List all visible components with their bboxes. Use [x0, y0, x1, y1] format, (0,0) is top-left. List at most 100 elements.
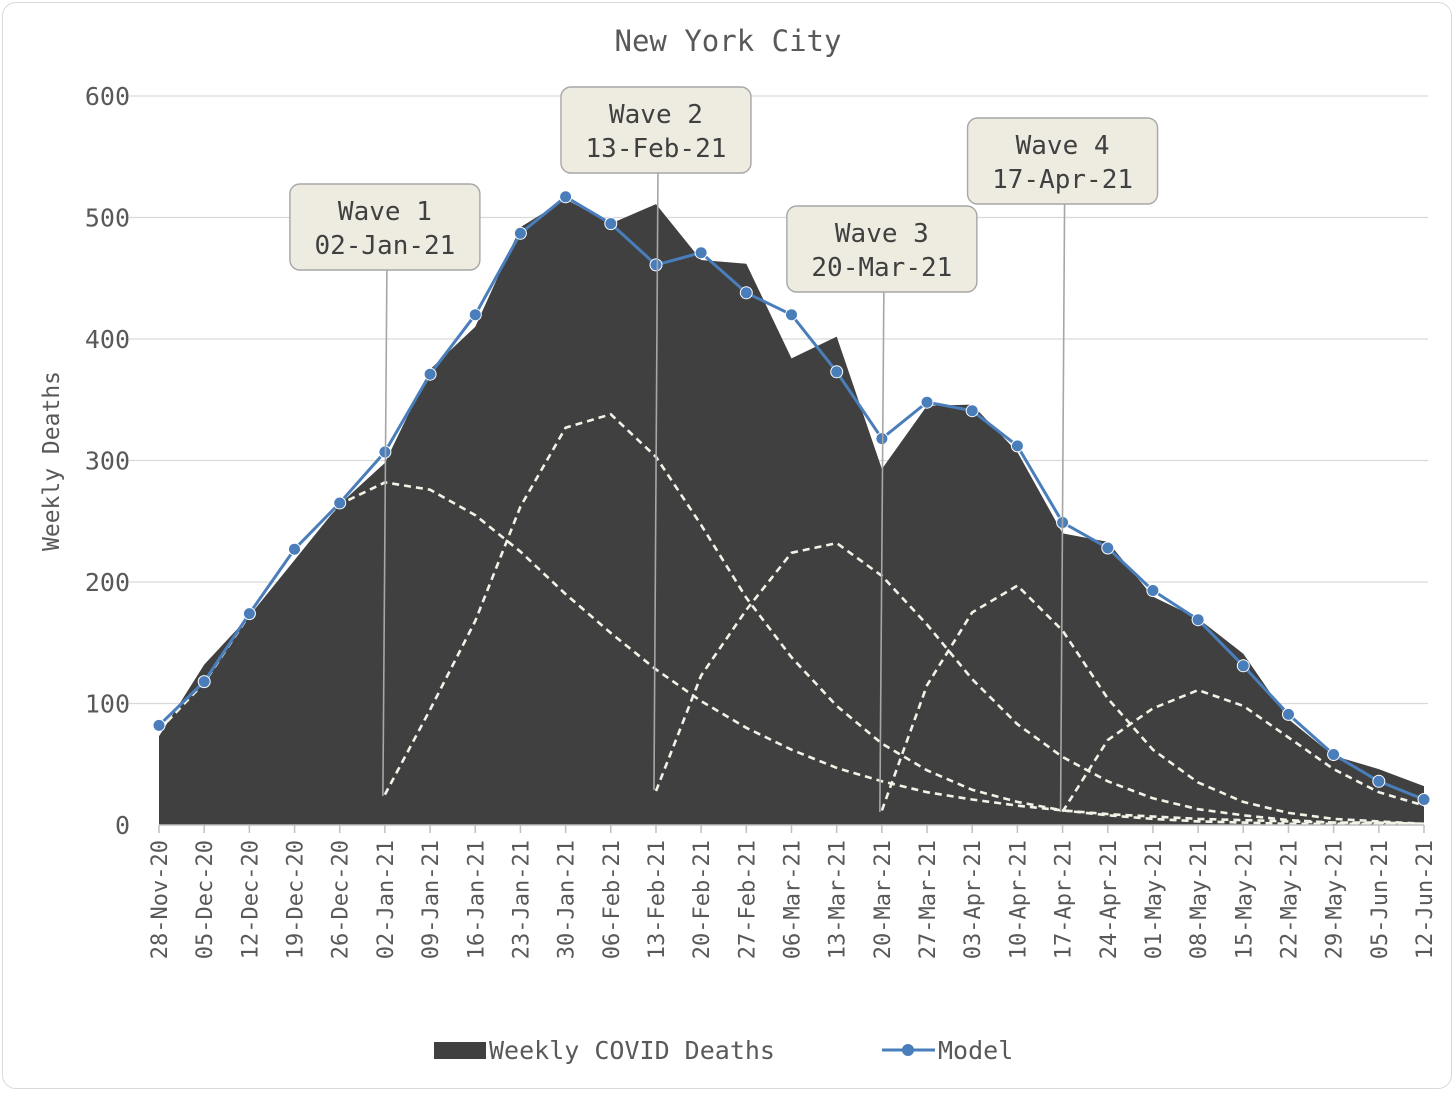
- y-axis-ticks: 0 100 200 300 400 500 600: [85, 82, 130, 840]
- legend-label-model: Model: [938, 1036, 1013, 1065]
- y-tick-label: 300: [85, 447, 130, 476]
- x-tick-label: 20-Feb-21: [690, 840, 715, 959]
- callout-date: 20-Mar-21: [811, 253, 952, 283]
- legend-swatch-weekly-deaths: [434, 1042, 486, 1059]
- x-axis: [158, 824, 1425, 833]
- model-point: [468, 308, 482, 322]
- x-tick-label: 22-May-21: [1278, 840, 1303, 959]
- y-tick-label: 0: [115, 811, 130, 840]
- x-tick-label: 24-Apr-21: [1097, 840, 1122, 959]
- callout-title: Wave 2: [609, 100, 703, 130]
- model-point: [1146, 584, 1160, 597]
- x-tick-label: 09-Jan-21: [419, 840, 444, 959]
- model-point: [242, 607, 256, 621]
- x-tick-label: 20-Mar-21: [871, 840, 896, 959]
- wave-4-component-line: [880, 583, 1425, 826]
- wave-component-lines: [158, 412, 1425, 827]
- wave-callouts: Wave 1 02-Jan-21 Wave 2 13-Feb-21 Wave 3 20-M…: [289, 86, 1159, 813]
- callout-box: [560, 86, 752, 174]
- x-axis-ticks: 28-Nov-20 05-Dec-20 12-Dec-20 19-Dec-20 26-D…: [148, 840, 1438, 959]
- callout-wave-3: Wave 3 20-Mar-21: [786, 205, 978, 813]
- x-tick-label: 26-Dec-20: [329, 840, 354, 959]
- model-point: [1101, 541, 1115, 555]
- x-tick-label: 30-Jan-21: [555, 840, 580, 959]
- callout-box: [966, 117, 1159, 205]
- model-point: [288, 542, 301, 556]
- callout-date: 17-Apr-21: [992, 165, 1133, 195]
- x-tick-label: 06-Feb-21: [600, 840, 625, 959]
- y-tick-label: 200: [85, 568, 130, 597]
- model-point: [1417, 793, 1431, 806]
- x-tick-label: 28-Nov-20: [148, 840, 173, 959]
- wave-3-component-line: [654, 541, 1425, 827]
- model-point: [694, 246, 708, 260]
- x-tick-label: 08-May-21: [1187, 840, 1212, 959]
- x-tick-label: 15-May-21: [1232, 840, 1257, 959]
- callout-date: 02-Jan-21: [314, 231, 455, 261]
- model-point: [1327, 748, 1341, 761]
- area-series: [159, 199, 1424, 826]
- wave-2-component-line: [383, 412, 1425, 827]
- model-point: [965, 404, 979, 418]
- callout-leader-line: [653, 172, 659, 791]
- callout-leader-line: [879, 291, 885, 813]
- x-tick-label: 05-Jun-21: [1368, 840, 1393, 959]
- y-tick-label: 100: [85, 690, 130, 719]
- model-point: [920, 395, 934, 409]
- x-tick-label: 13-Mar-21: [826, 840, 851, 959]
- y-tick-label: 500: [85, 204, 130, 233]
- y-tick-label: 400: [85, 325, 130, 354]
- legend: Weekly COVID Deaths Model: [434, 1036, 1013, 1065]
- callout-leader-line: [382, 269, 388, 797]
- model-point: [785, 308, 798, 322]
- model-point: [197, 675, 211, 689]
- model-point: [649, 258, 663, 272]
- x-tick-label: 10-Apr-21: [1006, 840, 1031, 959]
- chart-title: New York City: [615, 24, 842, 58]
- callout-title: Wave 3: [835, 219, 929, 249]
- x-tick-label: 01-May-21: [1142, 840, 1167, 959]
- callout-box: [289, 183, 481, 271]
- wave-1-component-line: [158, 481, 1425, 826]
- model-point: [333, 496, 347, 510]
- model-point: [830, 365, 844, 379]
- callout-date: 13-Feb-21: [586, 134, 727, 164]
- callout-title: Wave 4: [1016, 131, 1110, 161]
- x-tick-label: 13-Feb-21: [645, 840, 670, 959]
- model-point: [1010, 439, 1024, 453]
- model-point: [1372, 774, 1386, 788]
- y-axis-label: Weekly Deaths: [39, 371, 65, 551]
- x-tick-label: 27-Mar-21: [916, 840, 941, 959]
- model-point: [1191, 613, 1205, 627]
- x-tick-label: 29-May-21: [1323, 840, 1348, 959]
- x-tick-label: 02-Jan-21: [374, 840, 399, 959]
- x-tick-label: 03-Apr-21: [961, 840, 986, 959]
- x-tick-label: 23-Jan-21: [509, 840, 534, 959]
- model-point: [423, 367, 437, 381]
- x-tick-label: 17-Apr-21: [1052, 840, 1077, 959]
- model-series: [152, 190, 1431, 806]
- x-tick-label: 06-Mar-21: [781, 840, 806, 959]
- x-tick-label: 05-Dec-20: [193, 840, 218, 959]
- callout-box: [786, 205, 978, 293]
- callout-wave-1: Wave 1 02-Jan-21: [289, 183, 481, 797]
- x-tick-label: 12-Dec-20: [238, 840, 263, 959]
- x-tick-label: 16-Jan-21: [464, 840, 489, 959]
- model-point: [1282, 707, 1295, 721]
- callout-wave-4: Wave 4 17-Apr-21: [966, 117, 1159, 813]
- x-tick-label: 19-Dec-20: [284, 840, 309, 959]
- model-point: [152, 718, 166, 732]
- callout-title: Wave 1: [338, 197, 432, 227]
- x-tick-label: 12-Jun-21: [1413, 840, 1438, 959]
- callout-leader-line: [1059, 203, 1066, 813]
- callout-wave-2: Wave 2 13-Feb-21: [560, 86, 752, 791]
- legend-label-weekly-deaths: Weekly COVID Deaths: [489, 1036, 775, 1065]
- model-point: [559, 190, 573, 204]
- model-point: [1236, 659, 1250, 673]
- weekly-deaths-area: [159, 199, 1424, 826]
- model-point: [604, 217, 618, 231]
- y-tick-label: 600: [85, 82, 130, 111]
- legend-swatch-model-marker: [902, 1044, 914, 1056]
- model-point: [513, 226, 527, 240]
